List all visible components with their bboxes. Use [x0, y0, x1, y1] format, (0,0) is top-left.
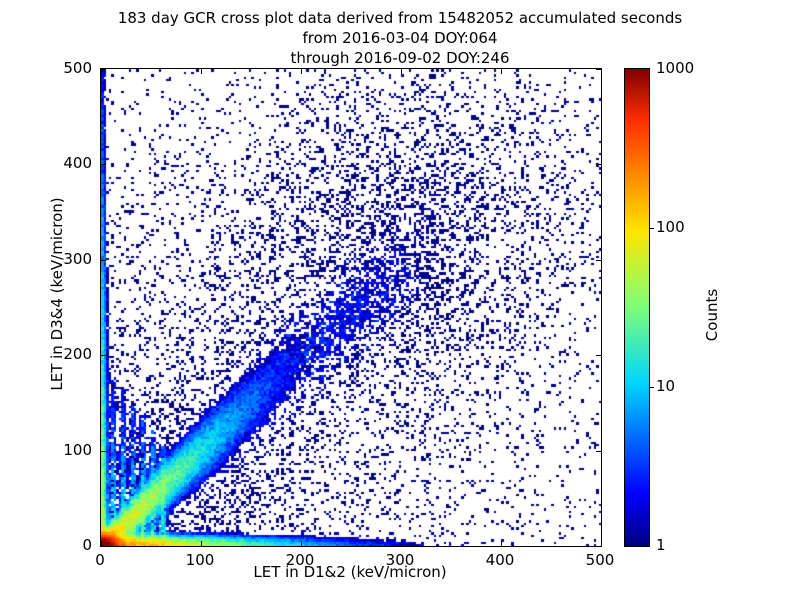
x-tick	[401, 541, 402, 546]
y-axis-label: LET in D3&4 (keV/micron)	[48, 197, 66, 391]
x-tick-label: 200	[285, 551, 315, 569]
x-tick	[601, 69, 602, 74]
y-tick	[596, 450, 601, 452]
x-tick	[501, 541, 502, 546]
colorbar-label: Counts	[703, 288, 721, 342]
x-tick	[101, 541, 102, 546]
y-tick-label: 0	[82, 536, 92, 554]
colorbar-tick-label: 1000	[656, 59, 695, 77]
colorbar-tick-label: 100	[656, 218, 685, 236]
x-tick	[201, 541, 202, 546]
y-tick	[596, 164, 601, 166]
colorbar-tick-label: 10	[656, 377, 676, 395]
y-tick	[596, 69, 601, 70]
y-tick	[101, 259, 106, 261]
colorbar-tick-label: 1	[656, 536, 666, 554]
density-heatmap	[101, 69, 601, 546]
y-tick-label: 100	[63, 440, 92, 459]
x-tick	[301, 69, 302, 74]
x-axis-label: LET in D1&2 (keV/micron)	[253, 563, 447, 581]
x-tick	[201, 69, 202, 74]
title-line-3: through 2016-09-02 DOY:246	[290, 49, 510, 67]
chart-title: 183 day GCR cross plot data derived from…	[0, 8, 800, 68]
x-tick	[101, 69, 102, 74]
y-tick-label: 500	[63, 59, 92, 77]
x-tick	[301, 541, 302, 546]
x-tick	[401, 69, 402, 74]
y-tick-label: 300	[63, 249, 92, 268]
y-tick-label: 200	[63, 345, 92, 364]
y-tick	[101, 69, 106, 70]
y-tick	[101, 450, 106, 452]
colorbar	[624, 68, 654, 547]
colorbar-tick	[649, 387, 654, 388]
x-tick-label: 100	[185, 551, 215, 569]
y-tick	[101, 164, 106, 166]
x-tick-label: 0	[95, 551, 105, 569]
colorbar-tick	[649, 228, 654, 229]
plot-area	[100, 68, 602, 547]
title-line-2: from 2016-03-04 DOY:064	[302, 29, 498, 47]
x-tick-label: 300	[385, 551, 415, 569]
x-tick	[501, 69, 502, 74]
x-tick-label: 500	[585, 551, 615, 569]
y-tick	[101, 546, 106, 547]
y-tick	[101, 355, 106, 357]
colorbar-gradient	[625, 69, 649, 546]
y-tick-label: 400	[63, 154, 92, 173]
y-tick	[596, 546, 601, 547]
title-line-1: 183 day GCR cross plot data derived from…	[117, 9, 683, 27]
x-tick	[601, 541, 602, 546]
y-tick	[596, 259, 601, 261]
x-tick-label: 400	[485, 551, 515, 569]
y-tick	[596, 355, 601, 357]
